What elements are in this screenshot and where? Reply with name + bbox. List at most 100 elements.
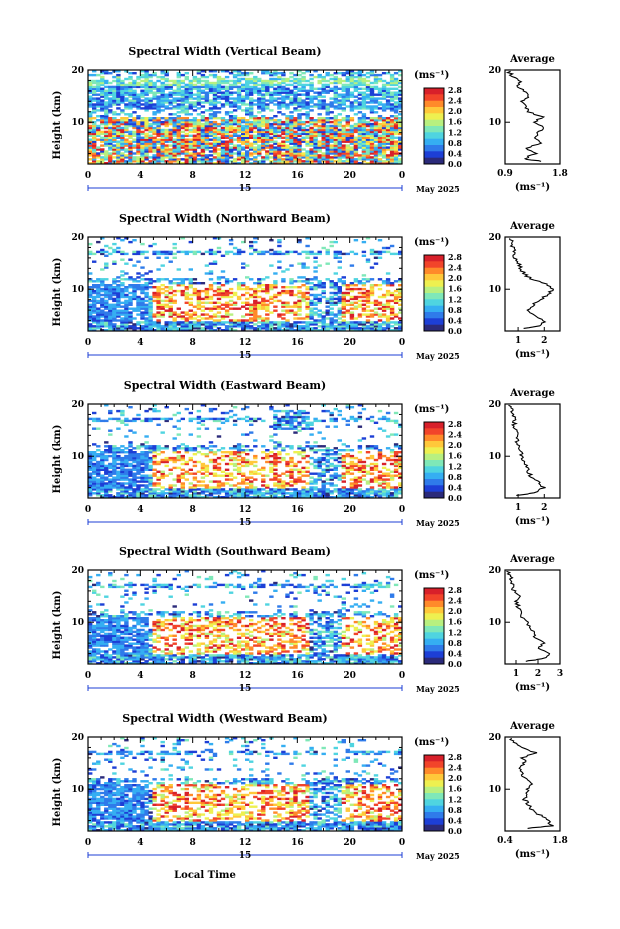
heatmap-cell <box>156 293 161 297</box>
average-profile-line <box>509 238 555 329</box>
heatmap-cell <box>168 307 173 310</box>
heatmap-cell <box>124 451 129 454</box>
heatmap-cell <box>152 81 157 85</box>
heatmap-cell <box>108 429 113 432</box>
heatmap-cell <box>108 309 113 312</box>
heatmap-cell <box>104 299 109 303</box>
heatmap-cell <box>152 132 157 136</box>
heatmap-cell <box>301 280 306 283</box>
heatmap-cell <box>216 301 222 304</box>
heatmap-cell <box>353 148 359 151</box>
heatmap-cell <box>321 77 326 81</box>
heatmap-cell <box>168 282 173 285</box>
heatmap-cell <box>160 160 165 163</box>
heatmap-cell <box>325 297 330 301</box>
heatmap-cell <box>148 144 153 147</box>
heatmap-cell <box>168 311 173 314</box>
heatmap-cell <box>92 85 97 89</box>
heatmap-cell <box>144 325 149 328</box>
heatmap-cell <box>144 85 149 89</box>
heatmap-cell <box>136 272 141 275</box>
heatmap-cell <box>393 115 399 118</box>
heatmap-cell <box>184 286 189 289</box>
heatmap-cell <box>321 103 326 106</box>
heatmap-cell <box>100 278 105 281</box>
heatmap-cell <box>329 128 334 132</box>
heatmap-cell <box>232 278 238 281</box>
heatmap-cell <box>269 136 274 139</box>
heatmap-cell <box>273 158 278 161</box>
heatmap-cell <box>124 70 129 73</box>
heatmap-cell <box>204 327 210 330</box>
heatmap-cell <box>144 162 149 165</box>
heatmap-cell <box>116 466 121 470</box>
heatmap-cell <box>333 128 338 132</box>
heatmap-cell <box>208 107 214 110</box>
heatmap-cell <box>377 119 383 122</box>
heatmap-cell <box>108 111 113 114</box>
heatmap-cell <box>232 291 238 295</box>
heatmap-cell <box>128 291 133 295</box>
heatmap-cell <box>140 140 145 143</box>
heatmap-cell <box>104 140 109 143</box>
day-label: 15 <box>239 351 252 361</box>
heatmap-cell <box>385 148 391 151</box>
heatmap-cell <box>148 79 153 83</box>
heatmap-cell <box>168 321 173 324</box>
heatmap-cell <box>112 91 117 94</box>
heatmap-cell <box>152 460 157 464</box>
heatmap-cell <box>273 126 278 130</box>
heatmap-cell <box>321 140 326 143</box>
heatmap-cell <box>212 101 218 104</box>
heatmap-cell <box>357 140 363 143</box>
heatmap-cell <box>224 144 230 147</box>
heatmap-cell <box>116 89 121 92</box>
heatmap-cell <box>184 250 189 254</box>
heatmap-cell <box>349 150 355 153</box>
heatmap-cell <box>373 120 379 124</box>
heatmap-cell <box>398 160 403 163</box>
heatmap-cell <box>140 466 145 470</box>
heatmap-cell <box>361 117 367 120</box>
heatmap-cell <box>188 282 193 285</box>
heatmap-cell <box>245 146 250 149</box>
heatmap-cell <box>200 117 206 120</box>
heatmap-cell <box>112 136 117 139</box>
heatmap-cell <box>108 91 113 94</box>
heatmap-cell <box>144 81 149 85</box>
heatmap-cell <box>373 124 379 128</box>
x-tick-label: 0 <box>399 171 405 181</box>
heatmap-cell <box>353 107 359 110</box>
heatmap-cell <box>136 276 141 279</box>
heatmap-cell <box>148 89 153 92</box>
heatmap-cell <box>112 152 117 155</box>
heatmap-cell <box>249 325 254 328</box>
heatmap-cell <box>92 317 97 320</box>
heatmap-cell <box>289 278 294 281</box>
heatmap-cell <box>325 72 330 75</box>
heatmap-cell <box>241 152 246 155</box>
heatmap-cell <box>200 140 206 143</box>
heatmap-cell <box>140 130 145 134</box>
heatmap-cell <box>369 162 375 165</box>
avg-y-tick-label: 20 <box>488 233 501 243</box>
heatmap-cell <box>273 99 278 102</box>
heatmap-cell <box>317 140 322 143</box>
heatmap-cell <box>329 244 334 248</box>
heatmap-cell <box>220 154 226 157</box>
heatmap-cell <box>148 270 153 273</box>
heatmap-cell <box>120 120 125 124</box>
heatmap-cell <box>257 160 262 163</box>
heatmap-cell <box>172 138 177 141</box>
heatmap-cell <box>341 319 346 322</box>
heatmap-cell <box>249 142 254 145</box>
heatmap-cell <box>200 152 206 155</box>
heatmap-cell <box>112 126 117 130</box>
heatmap-cell <box>337 124 342 128</box>
heatmap-cell <box>228 126 234 130</box>
heatmap-cell <box>269 295 274 299</box>
heatmap-cell <box>212 162 218 165</box>
heatmap-cell <box>357 79 363 83</box>
heatmap-cell <box>116 329 121 332</box>
heatmap-cell <box>120 305 125 308</box>
